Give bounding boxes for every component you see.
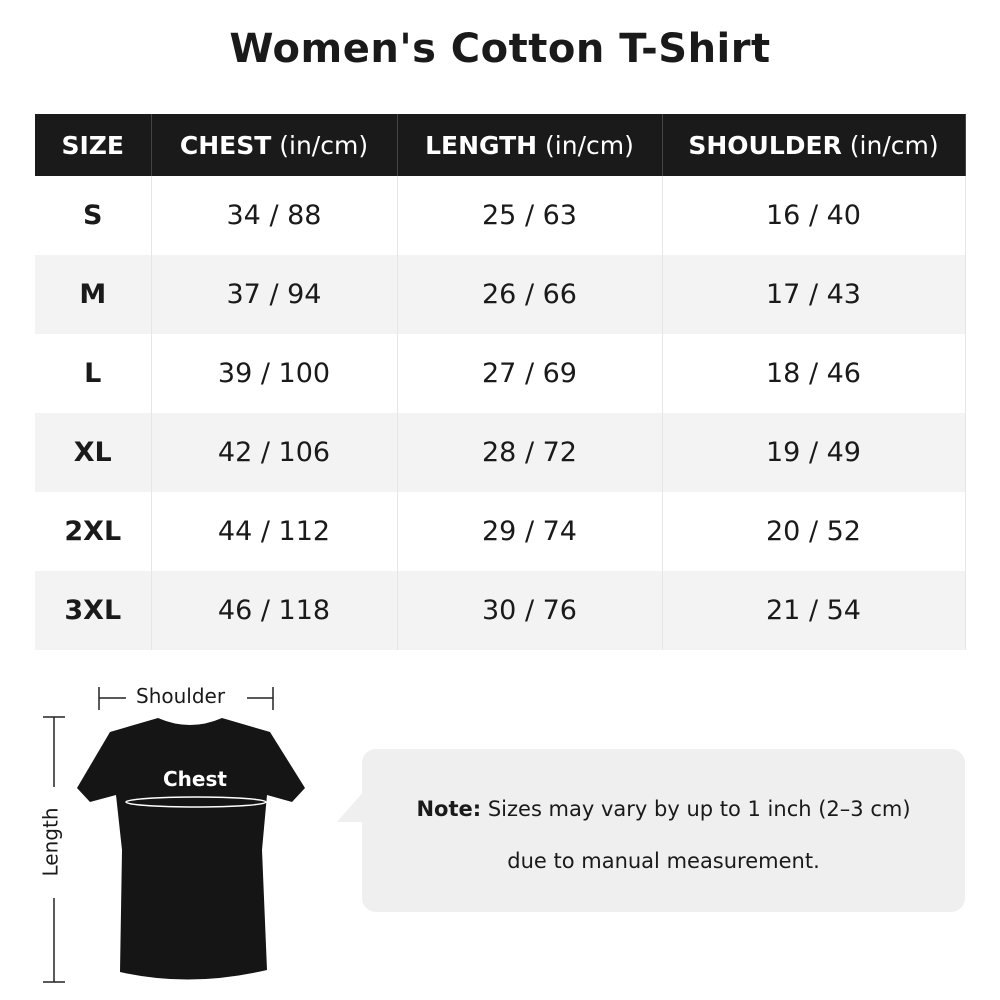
size-cell: S — [35, 176, 152, 255]
column-header: SIZE — [35, 114, 152, 176]
column-header-label: CHEST — [179, 130, 272, 160]
measurement-cell: 16 / 40 — [662, 176, 966, 255]
column-header: LENGTH (in/cm) — [397, 114, 663, 176]
table-row: M 37 / 94 26 / 66 17 / 43 — [35, 255, 966, 334]
measurement-cell: 44 / 112 — [151, 492, 398, 571]
size-cell: XL — [35, 413, 152, 492]
table-row: L 39 / 100 27 / 69 18 / 46 — [35, 334, 966, 413]
note-line2: due to manual measurement. — [507, 849, 820, 873]
measurement-cell: 39 / 100 — [151, 334, 398, 413]
column-header-unit: (in/cm) — [841, 130, 939, 160]
measurement-cell: 19 / 49 — [662, 413, 966, 492]
table-row: S 34 / 88 25 / 63 16 / 40 — [35, 176, 966, 255]
column-header-unit: (in/cm) — [271, 130, 369, 160]
length-label: Length — [38, 807, 63, 877]
size-cell: M — [35, 255, 152, 334]
column-header: CHEST (in/cm) — [151, 114, 398, 176]
column-header: SHOULDER (in/cm) — [662, 114, 966, 176]
column-header-label: LENGTH — [425, 130, 538, 160]
tshirt-diagram: Shoulder Chest Length — [30, 670, 360, 990]
measurement-cell: 27 / 69 — [397, 334, 663, 413]
measurement-cell: 42 / 106 — [151, 413, 398, 492]
column-header-label: SIZE — [61, 130, 124, 160]
shoulder-label: Shoulder — [136, 684, 226, 708]
tshirt-icon — [43, 687, 305, 983]
measurement-cell: 20 / 52 — [662, 492, 966, 571]
note-line1: Sizes may vary by up to 1 inch (2–3 cm) — [481, 797, 911, 821]
size-cell: 3XL — [35, 571, 152, 650]
size-cell: 2XL — [35, 492, 152, 571]
measurement-cell: 29 / 74 — [397, 492, 663, 571]
measurement-cell: 26 / 66 — [397, 255, 663, 334]
column-header-label: SHOULDER — [688, 130, 842, 160]
chest-label: Chest — [163, 767, 227, 791]
measurement-cell: 18 / 46 — [662, 334, 966, 413]
measurement-cell: 30 / 76 — [397, 571, 663, 650]
table-row: XL 42 / 106 28 / 72 19 / 49 — [35, 413, 966, 492]
measurement-cell: 25 / 63 — [397, 176, 663, 255]
column-header-unit: (in/cm) — [537, 130, 634, 160]
note-tail — [337, 790, 365, 822]
table-row: 3XL 46 / 118 30 / 76 21 / 54 — [35, 571, 966, 650]
table-row: 2XL 44 / 112 29 / 74 20 / 52 — [35, 492, 966, 571]
note-label: Note: — [416, 797, 482, 821]
note-box: Note: Sizes may vary by up to 1 inch (2–… — [362, 749, 965, 912]
measurement-cell: 21 / 54 — [662, 571, 966, 650]
measurement-cell: 46 / 118 — [151, 571, 398, 650]
measurement-cell: 28 / 72 — [397, 413, 663, 492]
measurement-cell: 17 / 43 — [662, 255, 966, 334]
measurement-cell: 37 / 94 — [151, 255, 398, 334]
size-table: SIZE CHEST (in/cm) LENGTH (in/cm) SHOULDER … — [35, 114, 966, 650]
size-cell: L — [35, 334, 152, 413]
measurement-cell: 34 / 88 — [151, 176, 398, 255]
page-title: Women's Cotton T-Shirt — [229, 26, 771, 72]
